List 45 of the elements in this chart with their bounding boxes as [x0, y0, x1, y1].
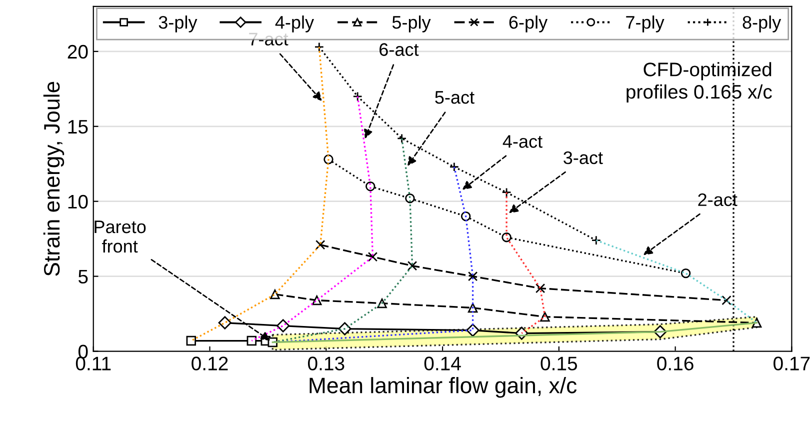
legend-label: 4-ply: [275, 15, 314, 32]
legend-label: 8-ply: [742, 15, 782, 32]
point: [449, 162, 460, 172]
y-tick-label: 10: [68, 194, 88, 209]
point: [270, 289, 280, 300]
y-tick-label: 15: [68, 120, 88, 134]
point: [468, 271, 478, 282]
point: [186, 336, 196, 346]
y-tick-label: 20: [68, 44, 88, 59]
x-tick-label: 0.11: [76, 356, 111, 370]
x-tick-label: 0.16: [657, 356, 694, 370]
ref-line-label: CFD-optimized profiles 0.165 x/c: [626, 62, 772, 103]
annotation: 4-act: [502, 135, 542, 148]
x-tick-label: 0.12: [192, 356, 228, 370]
point: [218, 316, 232, 330]
annotation: 3-act: [564, 151, 603, 164]
annotation: 5-act: [435, 91, 474, 104]
x-tick-label: 0.17: [774, 356, 810, 370]
point: [502, 187, 512, 198]
x-axis-title: Mean laminar flow gain, x/c: [310, 377, 577, 398]
point: [315, 240, 326, 250]
annotation: Pareto front: [94, 220, 146, 253]
x-tick-label: 0.13: [308, 356, 344, 370]
legend-label: 6-ply: [509, 15, 548, 32]
point: [535, 283, 546, 294]
point: [352, 92, 362, 102]
point: [396, 134, 407, 144]
point: [314, 42, 324, 52]
point: [680, 268, 691, 278]
y-tick-label: 5: [78, 270, 88, 284]
annotation: 7-act: [249, 32, 288, 46]
x-tick-label: 0.14: [424, 356, 461, 370]
point: [368, 252, 378, 262]
legend-label: 3-ply: [158, 15, 198, 32]
annotation: 2-act: [698, 193, 738, 206]
x-tick-label: 0.15: [540, 356, 578, 370]
point: [591, 235, 602, 246]
legend-label: 5-ply: [392, 15, 431, 32]
point: [246, 336, 257, 346]
y-axis-title: Strain energy, Joule: [43, 82, 64, 276]
point: [722, 295, 732, 306]
legend-label: 7-ply: [626, 15, 664, 32]
point: [407, 260, 418, 271]
annotation: 6-act: [380, 43, 419, 56]
point: [377, 298, 387, 308]
